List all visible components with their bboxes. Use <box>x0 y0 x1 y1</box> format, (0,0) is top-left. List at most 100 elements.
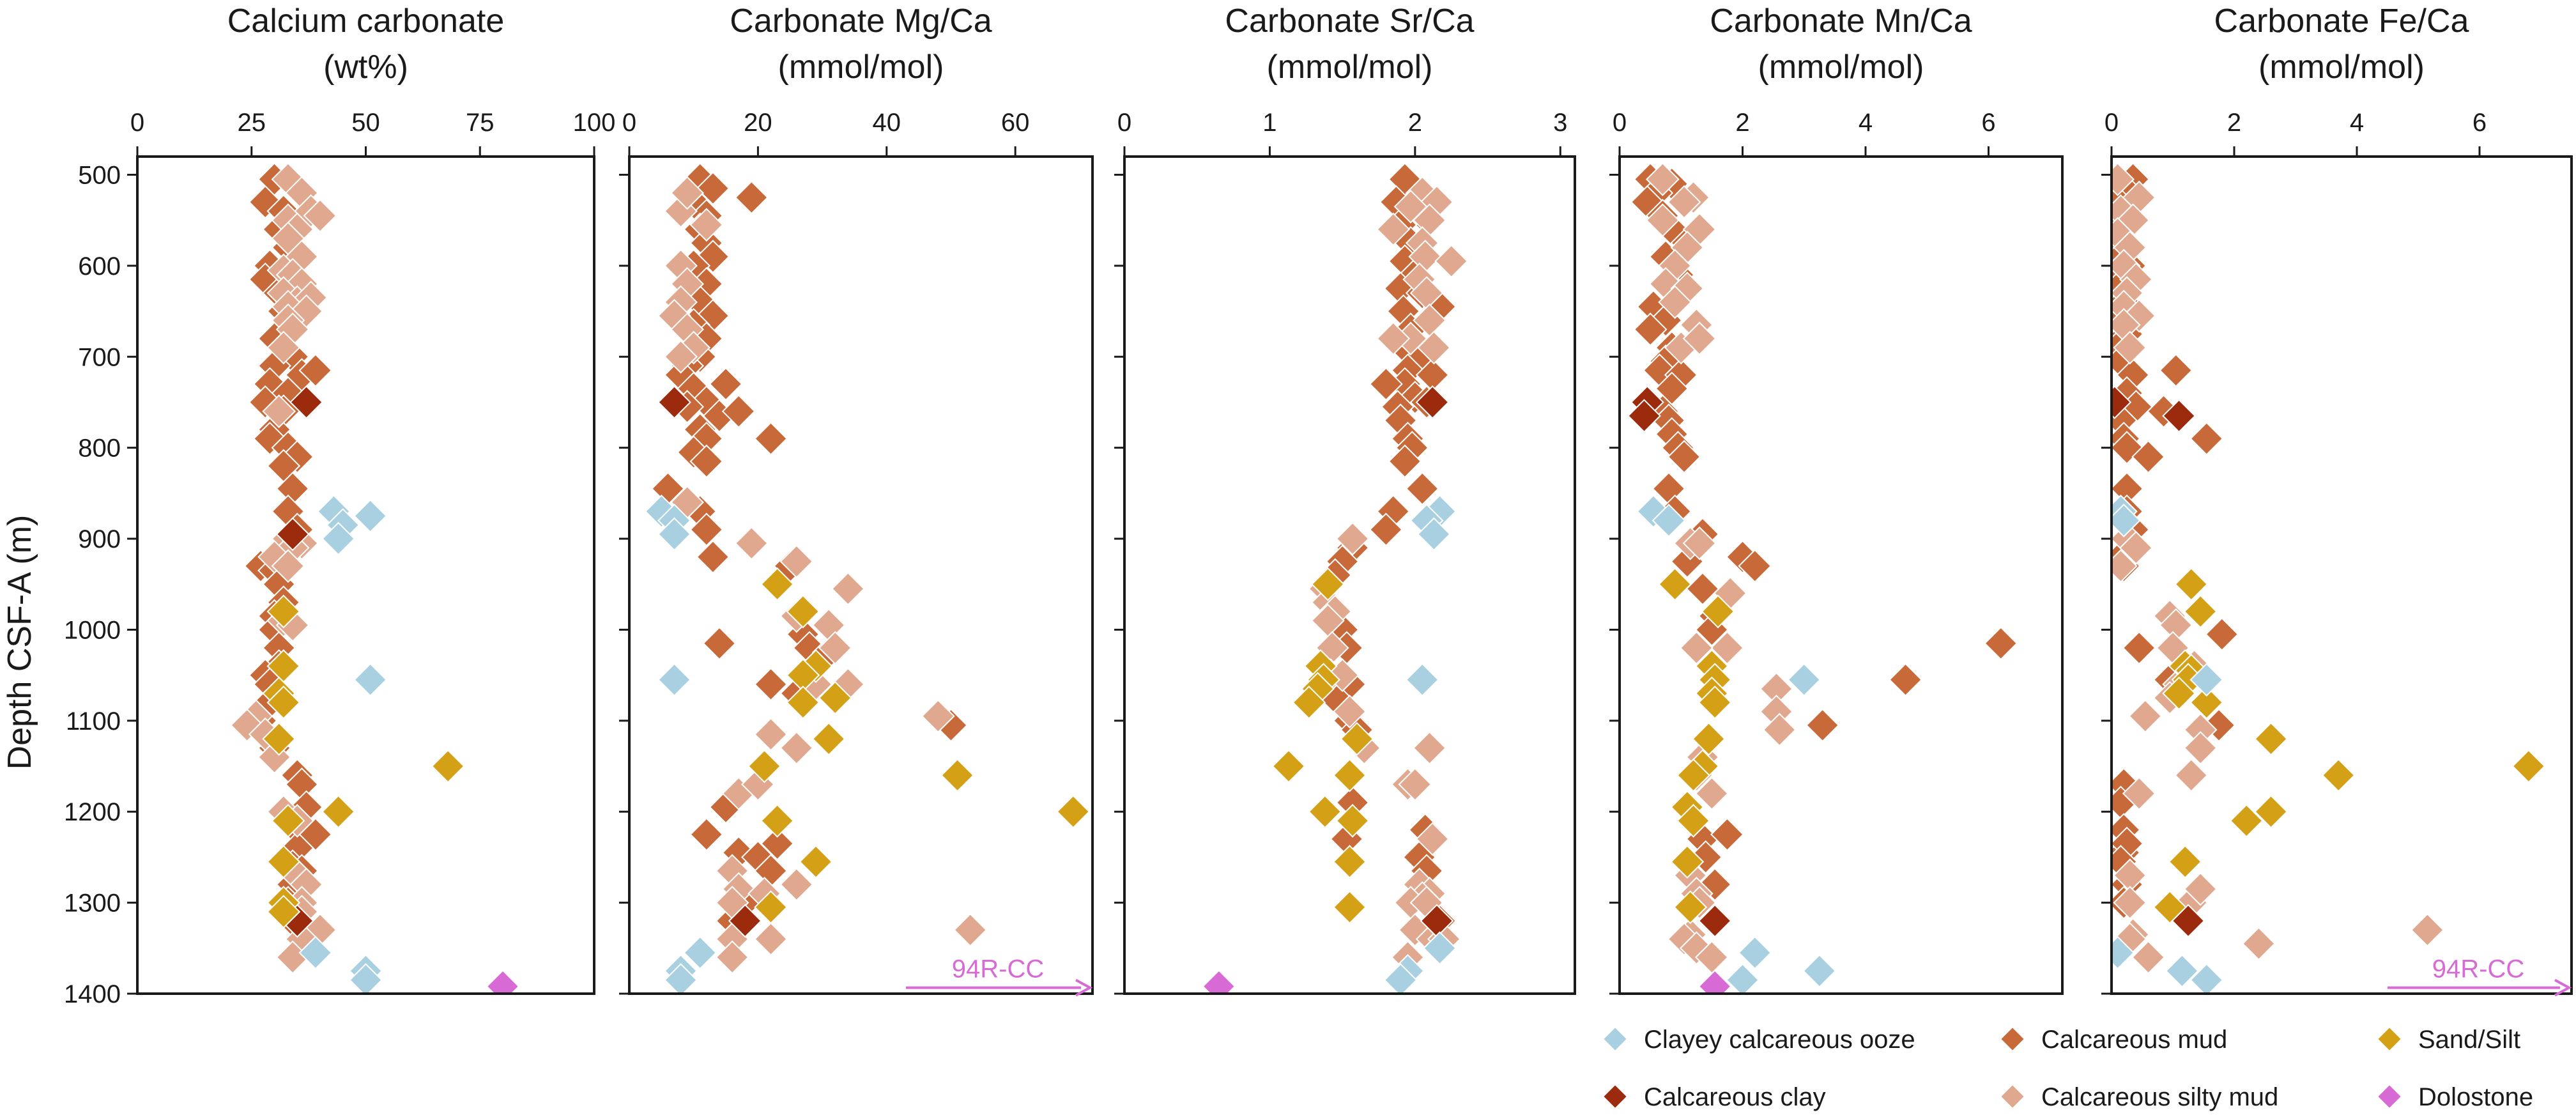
marker-silty-mud <box>1710 631 1744 665</box>
marker-calc-clay <box>2162 399 2196 433</box>
marker-silty-mud <box>1333 695 1367 729</box>
legend-item-calc-mud: Calcareous mud <box>1999 1026 2227 1054</box>
marker-sand-silt <box>1271 749 1306 783</box>
marker-sand-silt <box>1698 685 1732 720</box>
marker-silty-mud <box>953 913 988 947</box>
y-tick-label: 700 <box>78 343 121 371</box>
marker-sand-silt <box>811 721 846 756</box>
legend-label: Dolostone <box>2418 1083 2533 1111</box>
x-tick-label: 40 <box>873 109 901 137</box>
marker-sand-silt <box>2189 685 2224 720</box>
marker-clayey-ooze <box>349 963 383 992</box>
annotation-arrowhead <box>2554 978 2572 997</box>
marker-silty-mud <box>2183 872 2218 906</box>
marker-calc-mud <box>709 367 743 401</box>
legend-label: Calcareous clay <box>1644 1083 1826 1111</box>
marker-silty-mud <box>303 199 337 233</box>
marker-clayey-ooze <box>1802 953 1837 988</box>
marker-calc-mud <box>1738 549 1772 583</box>
marker-calc-mud <box>1889 663 1922 697</box>
marker-silty-mud <box>1762 713 1797 747</box>
marker-silty-mud <box>2241 927 2276 961</box>
x-tick-label: 60 <box>1001 109 1030 137</box>
marker-sand-silt <box>266 845 301 879</box>
marker-silty-mud <box>2174 758 2209 792</box>
marker-silty-mud <box>1415 822 1450 856</box>
markers <box>2113 162 2546 992</box>
y-tick-label: 1000 <box>64 616 121 644</box>
plot-frame <box>628 155 1094 995</box>
marker-clayey-ooze <box>1405 663 1439 697</box>
marker-sand-silt <box>818 681 852 715</box>
marker-sand-silt <box>747 749 781 783</box>
marker-calc-mud <box>689 512 724 547</box>
marker-sand-silt <box>1308 794 1342 829</box>
annotation-label: 94R-CC <box>952 955 1044 983</box>
marker-calc-clay <box>1415 385 1450 419</box>
marker-sand-silt <box>1673 890 1708 925</box>
marker-clayey-ooze <box>657 663 691 697</box>
marker-clayey-ooze <box>1416 517 1451 551</box>
marker-silty-mud <box>831 571 865 606</box>
marker-silty-mud <box>2119 530 2153 565</box>
marker-sand-silt <box>321 794 356 829</box>
marker-silty-mud <box>2183 731 2218 765</box>
marker-sand-silt <box>760 804 795 838</box>
marker-sand-silt <box>271 804 305 838</box>
marker-sand-silt <box>431 749 465 783</box>
panel-1: Calcium carbonate (wt%) 0 25 50 75 100 500 600 70… <box>64 3 615 1008</box>
panel-title: Calcium carbonate <box>227 3 505 40</box>
marker-calc-mud <box>1388 444 1422 479</box>
marker-silty-mud <box>2122 776 2156 811</box>
marker-silty-mud <box>2113 162 2135 197</box>
x-tick-label: 2 <box>1735 109 1749 137</box>
y-axis-title: Depth CSF-A (m) <box>1 515 38 770</box>
marker-clayey-ooze <box>2113 936 2135 970</box>
panels-layer: Calcium carbonate(wt%)0 25 50 75 10050060070… <box>64 3 2573 1008</box>
panel-subtitle: (mmol/mol) <box>778 49 944 86</box>
panel-4: Carbonate Mn/Ca (mmol/mol) 0 2 4 6 <box>1609 3 2064 995</box>
marker-sand-silt <box>1335 804 1370 838</box>
marker-calc-mud <box>2189 421 2224 456</box>
marker-silty-mud <box>1682 321 1717 356</box>
marker-silty-mud <box>779 544 814 579</box>
marker-calc-mud <box>696 171 730 206</box>
annotation-label: 94R-CC <box>2432 955 2524 983</box>
panel-title: Carbonate Fe/Ca <box>2214 3 2469 40</box>
x-tick-label: 0 <box>622 109 636 137</box>
marker-sand-silt <box>786 594 820 629</box>
marker-silty-mud <box>754 922 788 956</box>
legend-item-calc-clay: Calcareous clay <box>1602 1083 1826 1111</box>
marker-sand-silt <box>786 685 820 720</box>
marker-calc-clay <box>728 904 762 938</box>
panel-5: Carbonate Fe/Ca (mmol/mol) 0 2 4 6 94R-CC <box>2101 3 2573 997</box>
legend-item-dolostone: Dolostone <box>2376 1083 2533 1111</box>
marker-sand-silt <box>1340 721 1374 756</box>
marker-silty-mud <box>670 176 705 210</box>
marker-clayey-ooze <box>1383 963 1418 992</box>
plot-frame <box>1123 155 1576 995</box>
marker-sand-silt <box>2168 845 2202 879</box>
marker-calc-mud <box>2131 440 2166 474</box>
marker-clayey-ooze <box>1726 963 1759 992</box>
y-tick-label: 500 <box>78 161 121 189</box>
marker-calc-mud <box>298 353 333 388</box>
marker-silty-mud <box>1679 631 1713 665</box>
legend-swatch <box>1999 1026 2026 1052</box>
marker-calc-mud <box>1405 472 1439 506</box>
marker-sand-silt <box>2174 567 2209 601</box>
marker-sand-silt <box>2229 804 2264 838</box>
marker-clayey-ooze <box>298 936 333 970</box>
marker-silty-mud <box>1658 285 1692 320</box>
marker-sand-silt <box>1333 758 1367 792</box>
marker-silty-mud <box>1376 321 1411 356</box>
marker-silty-mud <box>2113 549 2138 583</box>
marker-calc-mud <box>760 826 795 861</box>
marker-sand-silt <box>799 845 833 879</box>
marker-sand-silt <box>1692 721 1726 756</box>
panel-subtitle: (mmol/mol) <box>1758 49 1924 86</box>
marker-calc-mud <box>2205 617 2239 651</box>
markers <box>230 162 520 992</box>
marker-sand-silt <box>262 721 296 756</box>
